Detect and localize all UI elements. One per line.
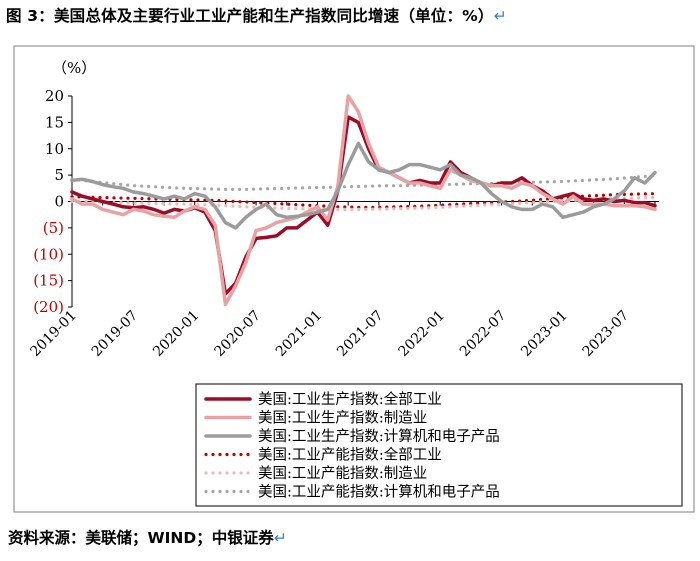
x-tick-label: 2021-07: [334, 308, 386, 360]
y-tick-label: 10: [45, 140, 64, 158]
return-mark-icon: ↵: [493, 7, 507, 25]
chart-border: [13, 45, 695, 513]
figure-title-text: 图 3：美国总体及主要行业工业产能和生产指数同比增速（单位：%）: [6, 7, 494, 25]
x-tick-label: 2022-07: [457, 308, 509, 360]
series-line-6: [70, 174, 657, 191]
legend-label-1: 美国:工业生产指数:全部工业: [258, 390, 442, 408]
legend-label-5: 美国:工业产能指数:制造业: [258, 465, 427, 482]
x-tick-label: 2020-07: [211, 308, 263, 360]
legend-label-2: 美国:工业生产指数:制造业: [258, 410, 427, 427]
figure-title: 图 3：美国总体及主要行业工业产能和生产指数同比增速（单位：%）↵: [6, 4, 507, 26]
source-note-text: 资料来源：美联储；WIND；中银证券: [8, 529, 274, 547]
y-axis: （%） 20 15 10 5 0 (5) (10) (15) (20): [33, 59, 96, 316]
x-tick-label: 2021-01: [273, 308, 325, 360]
source-note: 资料来源：美联储；WIND；中银证券↵: [8, 526, 287, 548]
chart-frame: [13, 45, 695, 513]
y-tick-label: 20: [45, 87, 64, 105]
y-tick-label: (5): [43, 219, 64, 237]
x-tick-label: 2023-01: [518, 308, 570, 360]
x-tick-label: 2022-01: [396, 308, 448, 360]
x-tick-label: 2019-07: [89, 308, 141, 360]
x-tick-label: 2020-01: [150, 308, 202, 360]
series-line-2: [70, 94, 657, 307]
legend: 美国:工业生产指数:全部工业美国:工业生产指数:制造业美国:工业生产指数:计算机…: [195, 383, 683, 507]
y-tick-label: 15: [45, 113, 64, 131]
source-return-mark-icon: ↵: [273, 529, 287, 547]
y-unit-label: （%）: [52, 59, 96, 77]
series-line-1: [70, 115, 657, 296]
y-tick-label: 5: [54, 166, 64, 184]
legend-label-4: 美国:工业产能指数:全部工业: [258, 446, 442, 464]
legend-box: [195, 383, 683, 507]
y-tick-label: 0: [54, 193, 64, 211]
x-axis: 2019-01 2019-07 2020-01 2020-07 2021-01 2021-…: [27, 201, 659, 360]
series-lines: [70, 94, 657, 307]
series-line-5: [70, 195, 657, 211]
y-tick-label: (20): [33, 298, 64, 316]
series-line-3: [70, 141, 657, 230]
x-tick-label: 2023-07: [580, 308, 632, 360]
y-tick-label: (10): [33, 245, 64, 263]
legend-label-3: 美国:工业生产指数:计算机和电子产品: [258, 428, 500, 445]
legend-label-6: 美国:工业产能指数:计算机和电子产品: [258, 484, 500, 501]
y-tick-label: (15): [33, 272, 64, 290]
